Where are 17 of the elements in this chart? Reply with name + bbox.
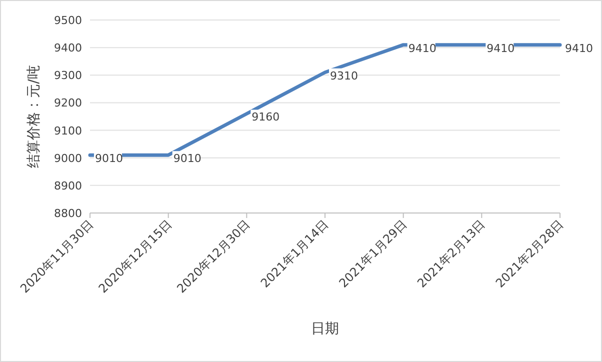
data-label: 9160 bbox=[252, 110, 280, 124]
y-tick-label: 9300 bbox=[54, 69, 82, 82]
y-tick-label: 9400 bbox=[54, 42, 82, 55]
y-tick-label: 9000 bbox=[54, 152, 82, 165]
data-label: 9410 bbox=[408, 42, 436, 55]
data-label: 9410 bbox=[486, 42, 515, 55]
data-label: 9410 bbox=[565, 42, 593, 55]
y-tick-label: 8900 bbox=[54, 179, 82, 192]
x-axis-title: 日期 bbox=[311, 321, 339, 337]
y-axis-title: 结算价格：元/吨 bbox=[26, 65, 42, 168]
y-tick-label: 8800 bbox=[54, 207, 82, 220]
data-label: 9010 bbox=[95, 152, 123, 166]
y-tick-label: 9100 bbox=[54, 124, 82, 138]
data-label: 9010 bbox=[173, 152, 202, 166]
y-tick-label: 9500 bbox=[54, 14, 82, 27]
y-tick-label: 9200 bbox=[54, 96, 82, 110]
data-label: 9310 bbox=[330, 69, 358, 82]
